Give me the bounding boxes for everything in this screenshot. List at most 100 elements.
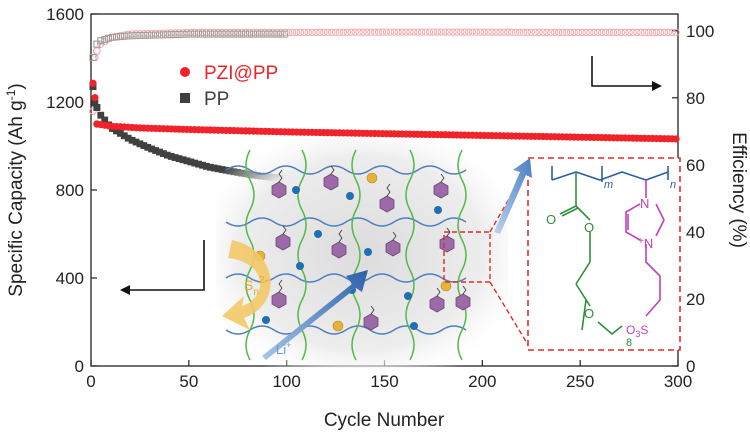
- point-pzi-pp-efficiency: [594, 28, 602, 37]
- point-pzi-pp-efficiency: [464, 28, 473, 36]
- y-right-tick-label: 0: [686, 357, 695, 376]
- point-pp-efficiency: [175, 30, 183, 38]
- y-left-tick-label: 1600: [46, 5, 84, 24]
- point-pzi-pp-efficiency: [633, 28, 641, 37]
- point-pzi-pp-efficiency: [476, 28, 485, 36]
- point-pzi-pp-efficiency: [566, 28, 575, 37]
- x-tick-label: 250: [566, 372, 594, 391]
- point-pp: [97, 111, 105, 119]
- point-pp-efficiency: [281, 30, 289, 38]
- inset-schematic: Sn2- Li+ m n: [216, 138, 681, 368]
- point-pp-efficiency: [152, 31, 160, 39]
- point-pp: [167, 153, 175, 160]
- point-pzi-pp-efficiency: [660, 28, 668, 37]
- point-pzi-pp-efficiency: [410, 28, 418, 36]
- point-pp: [101, 116, 109, 124]
- point-pp: [163, 151, 171, 159]
- label-n: n: [670, 179, 676, 191]
- point-pzi-pp: [89, 79, 97, 87]
- point-pp: [179, 156, 187, 164]
- x-tick-label: 300: [664, 372, 692, 391]
- point-pzi-pp-efficiency: [339, 28, 348, 36]
- label-n-bottom: +N: [638, 236, 653, 251]
- point-pp-efficiency: [249, 30, 257, 38]
- label-sulfonate: O3S: [626, 323, 648, 339]
- point-pzi-pp-efficiency: [535, 28, 543, 36]
- point-pp-efficiency: [238, 30, 246, 38]
- point-pzi-pp-efficiency: [543, 28, 551, 36]
- point-pp: [140, 142, 148, 149]
- point-pp: [120, 132, 128, 140]
- label-o-ether: O: [584, 306, 594, 321]
- point-pp-efficiency: [144, 31, 152, 39]
- point-pzi-pp-efficiency: [363, 28, 371, 36]
- point-pp-efficiency: [183, 30, 191, 38]
- point-pzi-pp-efficiency: [300, 28, 308, 37]
- chemical-structure: m n O O O 8: [546, 166, 676, 349]
- legend-marker-pp: [180, 93, 190, 103]
- point-pp-efficiency: [191, 30, 199, 38]
- lithium-label: Li+: [276, 340, 291, 357]
- point-pp-efficiency: [273, 30, 281, 38]
- point-pzi-pp-efficiency: [590, 28, 598, 37]
- point-pzi-pp-efficiency: [284, 28, 293, 37]
- point-pzi-pp-efficiency: [527, 28, 535, 36]
- point-pzi-pp-efficiency: [308, 28, 316, 37]
- point-pp-efficiency: [120, 32, 128, 40]
- point-pp: [152, 147, 159, 154]
- point-pzi-pp-efficiency: [551, 28, 559, 37]
- point-pp-efficiency: [226, 30, 234, 38]
- y-axis-right-title: Efficiency (%): [728, 132, 749, 248]
- point-pzi-pp-efficiency: [418, 28, 426, 36]
- point-pzi-pp-efficiency: [574, 28, 582, 37]
- membrane-background: [216, 138, 508, 368]
- point-pzi-pp-efficiency: [500, 28, 508, 36]
- point-pp-efficiency: [187, 30, 195, 38]
- point-pp: [203, 162, 210, 170]
- point-pzi-pp-efficiency: [609, 28, 618, 37]
- point-pp: [175, 155, 183, 163]
- point-pzi-pp-efficiency: [343, 28, 351, 36]
- label-o-carbonyl: O: [546, 212, 556, 227]
- point-pp-efficiency: [109, 33, 116, 41]
- point-pzi-pp-efficiency: [617, 28, 625, 37]
- point-pp: [128, 136, 136, 144]
- point-pp: [148, 145, 156, 153]
- point-pzi-pp-efficiency: [586, 28, 594, 37]
- point-pp: [171, 154, 179, 161]
- point-pzi-pp-efficiency: [453, 28, 461, 36]
- point-pzi-pp-efficiency: [394, 28, 402, 36]
- point-pzi-pp-efficiency: [519, 28, 528, 36]
- point-pp-efficiency: [101, 36, 109, 43]
- label-o-ester: O: [584, 220, 594, 235]
- point-pp: [191, 159, 199, 167]
- point-pp-efficiency: [112, 33, 120, 41]
- point-pzi-pp: [93, 120, 101, 128]
- left-axis-arrow: [120, 240, 205, 295]
- point-pp-efficiency: [199, 30, 206, 38]
- label-n-top: N: [640, 196, 649, 211]
- point-pp-efficiency: [218, 30, 226, 38]
- legend-marker-pzi: [180, 67, 190, 77]
- point-pp-efficiency: [261, 30, 269, 38]
- legend-label-pp: PP: [204, 89, 229, 110]
- x-tick-label: 100: [272, 372, 300, 391]
- y-left-tick-label: 0: [75, 357, 84, 376]
- point-pp-efficiency: [156, 31, 163, 39]
- point-pzi-pp-efficiency: [480, 28, 488, 36]
- point-pzi-pp-efficiency: [504, 28, 512, 36]
- point-pp-efficiency: [222, 30, 230, 38]
- data-points: [89, 28, 680, 182]
- point-pzi-pp-efficiency: [355, 28, 363, 36]
- point-pp-efficiency: [128, 32, 136, 40]
- right-axis-arrow: [591, 56, 662, 91]
- point-pzi-pp-efficiency: [511, 28, 520, 36]
- point-pzi-pp-efficiency: [374, 28, 383, 36]
- point-pzi-pp-efficiency: [484, 28, 492, 36]
- point-pzi-pp-efficiency: [406, 28, 414, 36]
- point-pzi-pp-efficiency: [562, 28, 571, 37]
- point-pp: [156, 148, 163, 156]
- point-pzi-pp-efficiency: [359, 28, 367, 36]
- point-pzi-pp-efficiency: [488, 28, 496, 36]
